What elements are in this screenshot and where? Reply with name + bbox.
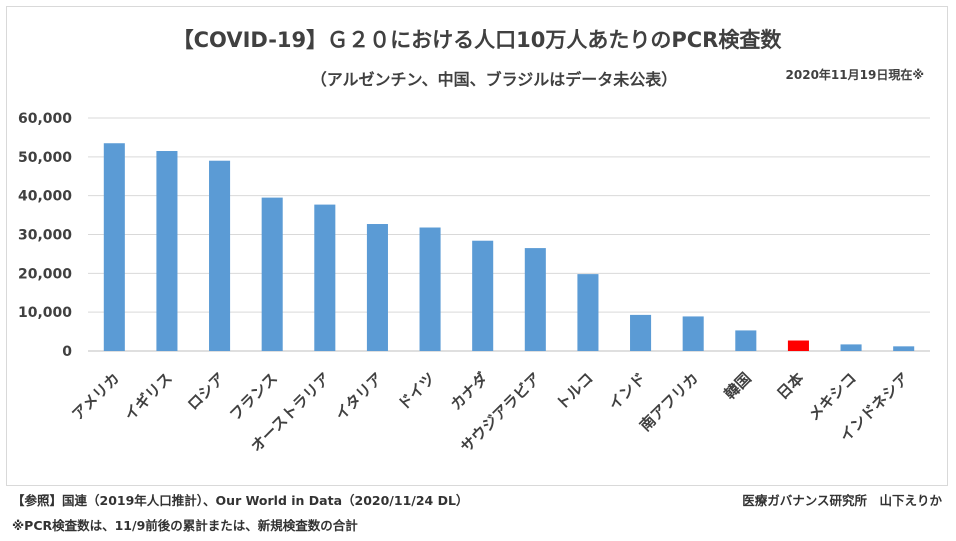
- bar-5: [314, 204, 336, 351]
- x-tick-label: インド: [605, 369, 650, 414]
- y-tick-label: 10,000: [18, 305, 72, 321]
- x-axis-ticks: アメリカイギリス ロシアフランスオーストラリアイタリア ドイツ カナダサウジアラビアト…: [69, 369, 913, 456]
- chart-title: 【COVID-19】Ｇ２０における人口10万人あたりのPCR検査数: [173, 28, 783, 52]
- bar-16: [893, 346, 915, 351]
- bars: [103, 143, 915, 351]
- bar-9: [524, 248, 546, 351]
- y-tick-label: 30,000: [18, 228, 72, 244]
- x-tick-label: イギリス: [121, 369, 176, 424]
- y-tick-label: 0: [62, 344, 72, 360]
- bar-14: [787, 340, 809, 351]
- bar-2: [156, 151, 178, 351]
- bar-11: [630, 314, 652, 351]
- bar-8: [472, 240, 494, 351]
- x-tick-label: ドイツ: [394, 369, 439, 414]
- x-tick-label: ロシア: [184, 369, 229, 414]
- y-tick-label: 50,000: [18, 150, 72, 166]
- x-tick-label: イタリア: [332, 369, 387, 424]
- y-tick-label: 40,000: [18, 189, 72, 205]
- bar-13: [735, 330, 757, 351]
- bar-1: [103, 143, 125, 351]
- bar-6: [366, 224, 388, 351]
- x-tick-label: カナダ: [447, 369, 492, 414]
- x-tick-label: 韓国: [721, 369, 755, 403]
- bar-10: [577, 274, 599, 351]
- bar-12: [682, 316, 704, 351]
- bar-3: [209, 160, 231, 351]
- bar-15: [840, 344, 862, 351]
- footnote: ※PCR検査数は、11/9前後の累計または、新規検査数の合計: [12, 518, 358, 533]
- source-note: 【参照】国連（2019年人口推計）、Our World in Data（2020…: [12, 493, 469, 508]
- bar-7: [419, 227, 441, 351]
- as-of-date: 2020年11月19日現在※: [786, 67, 924, 82]
- y-tick-label: 60,000: [18, 111, 72, 127]
- bar-4: [261, 197, 283, 351]
- author-credit: 医療ガバナンス研究所 山下えりか: [742, 493, 942, 508]
- y-tick-label: 20,000: [18, 266, 72, 282]
- x-tick-label: 日本: [773, 369, 807, 403]
- x-tick-label: アメリカ: [69, 369, 124, 424]
- y-axis-ticks: 0 10,000 20,000 30,000 40,000 50,000 60,000: [18, 111, 72, 360]
- x-tick-label: トルコ: [552, 369, 596, 413]
- chart-subtitle: （アルゼンチン、中国、ブラジルはデータ未公表）: [311, 70, 678, 89]
- bar-chart: 【COVID-19】Ｇ２０における人口10万人あたりのPCR検査数 （アルゼンチ…: [18, 28, 930, 456]
- x-tick-label: フランス: [226, 369, 281, 424]
- chart-frame: 【COVID-19】Ｇ２０における人口10万人あたりのPCR検査数 （アルゼンチ…: [6, 6, 948, 486]
